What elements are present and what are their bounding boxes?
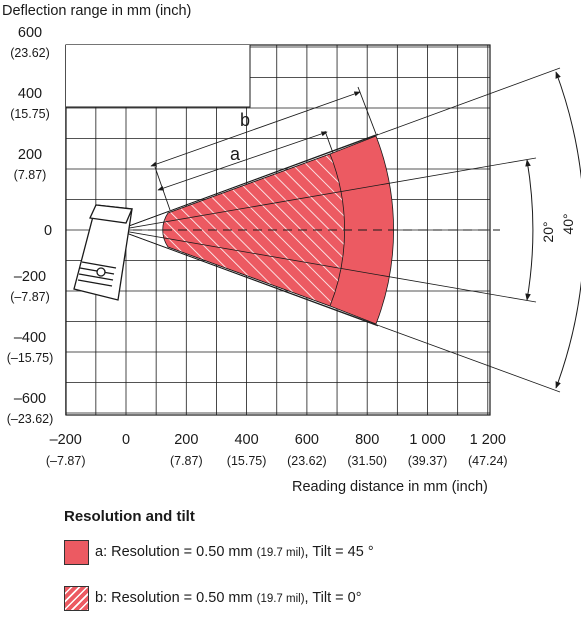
x-tick-label: 800 <box>355 432 379 448</box>
x-tick-label-inch: (15.75) <box>227 454 267 468</box>
angle-label-20: 20° <box>540 221 556 242</box>
y-tick-label-inch: (23.62) <box>10 46 50 60</box>
legend: Resolution and tilt a: Resolution = 0.50… <box>64 508 564 631</box>
y-tick-label-inch: (15.75) <box>10 107 50 121</box>
legend-item-b-text: b: Resolution = 0.50 mm (19.7 mil), Tilt… <box>95 590 362 606</box>
x-tick-label: 200 <box>174 432 198 448</box>
legend-item-a-text: a: Resolution = 0.50 mm (19.7 mil), Tilt… <box>95 544 374 560</box>
y-tick-label: –600 <box>14 391 46 407</box>
y-tick-label: –400 <box>14 330 46 346</box>
x-tick-label-inch: (31.50) <box>347 454 387 468</box>
y-tick-label-inch: (7.87) <box>14 168 47 182</box>
x-tick-label: 0 <box>122 432 130 448</box>
y-axis-title: Deflection range in mm (inch) <box>2 3 191 19</box>
angle-arc-20 <box>525 159 534 301</box>
tick-labels: 600 (23.62) 400 (15.75) 200 (7.87) 0 –200 (–7.87… <box>7 25 508 468</box>
y-tick-label: –200 <box>14 269 46 285</box>
dimension-label-a: a <box>230 144 241 164</box>
x-tick-label: 600 <box>295 432 319 448</box>
x-tick-label-inch: (47.24) <box>468 454 508 468</box>
angle-label-40: 40° <box>560 213 576 234</box>
angle-arc-40 <box>555 71 581 389</box>
x-tick-label: 1 000 <box>409 432 445 448</box>
x-axis-title: Reading distance in mm (inch) <box>292 479 488 495</box>
grid-frame <box>65 44 491 416</box>
scanner-device-icon <box>73 204 133 301</box>
y-tick-label-inch: (–23.62) <box>7 412 54 426</box>
x-tick-label: 400 <box>234 432 258 448</box>
legend-swatch-hatched <box>64 585 89 611</box>
x-tick-label: 1 200 <box>470 432 506 448</box>
x-tick-label: –200 <box>50 432 82 448</box>
dimension-label-b: b <box>240 110 250 130</box>
legend-item-a: a: Resolution = 0.50 mm (19.7 mil), Tilt… <box>64 539 564 565</box>
y-tick-label-inch: (–15.75) <box>7 351 54 365</box>
y-tick-label-inch: (–7.87) <box>10 290 50 304</box>
x-tick-label-inch: (23.62) <box>287 454 327 468</box>
dimension-lines <box>150 86 377 211</box>
y-tick-label: 200 <box>18 147 42 163</box>
grid-notch <box>66 45 250 107</box>
y-tick-label: 400 <box>18 86 42 102</box>
x-tick-label-inch: (39.37) <box>408 454 448 468</box>
y-tick-label: 600 <box>18 25 42 41</box>
legend-title: Resolution and tilt <box>64 508 195 525</box>
legend-item-b: b: Resolution = 0.50 mm (19.7 mil), Tilt… <box>64 585 564 611</box>
reading-field-diagram: Deflection range in mm (inch) 20° 40° a … <box>2 3 581 495</box>
x-tick-label-inch: (–7.87) <box>46 454 86 468</box>
legend-swatch-solid <box>64 539 89 565</box>
x-tick-label-inch: (7.87) <box>170 454 203 468</box>
y-tick-label: 0 <box>44 223 52 239</box>
